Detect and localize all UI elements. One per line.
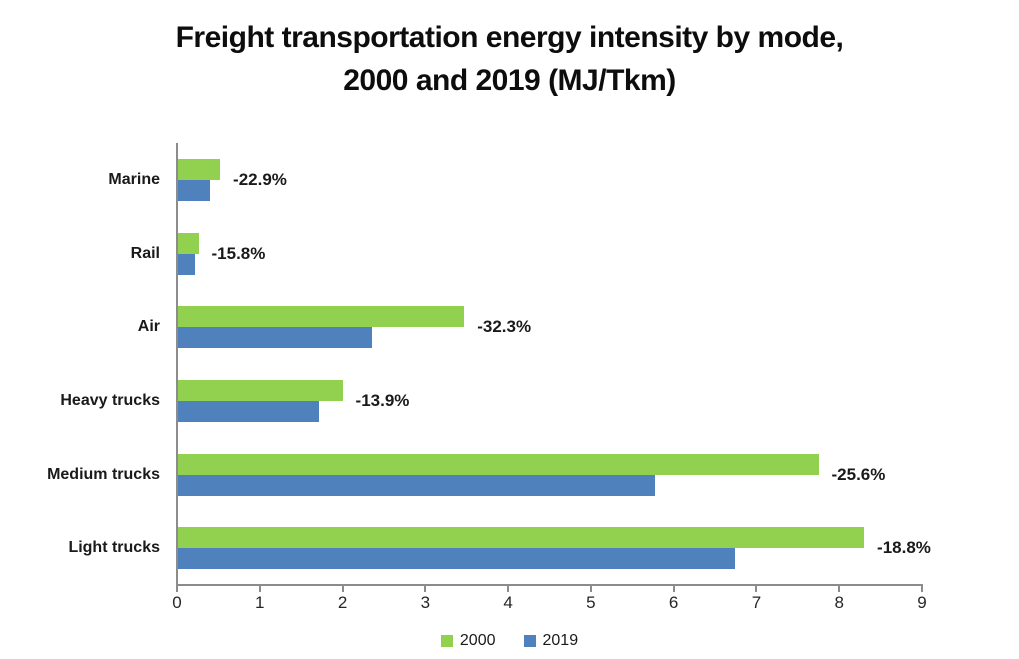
x-tick xyxy=(672,586,675,592)
bar-2000 xyxy=(177,527,865,549)
category-label: Heavy trucks xyxy=(60,391,160,409)
pct-change-label: -22.9% xyxy=(233,169,287,189)
x-tick-label: 1 xyxy=(255,593,265,612)
x-tick-label: 5 xyxy=(586,593,596,612)
chart-title: Freight transportation energy intensity … xyxy=(0,16,1019,102)
y-axis-line xyxy=(176,143,178,587)
bar-2000 xyxy=(177,158,221,180)
bar-2019 xyxy=(177,253,196,275)
pct-change-label: -15.8% xyxy=(211,243,266,263)
category-label: Rail xyxy=(130,244,160,262)
x-tick xyxy=(341,586,344,592)
x-tick-label: 4 xyxy=(503,593,513,612)
bar-2000 xyxy=(177,379,343,401)
category-label: Medium trucks xyxy=(47,465,160,483)
x-tick xyxy=(838,586,841,592)
legend-label: 2000 xyxy=(459,632,496,649)
x-tick-label: 7 xyxy=(751,593,762,612)
x-tick-label: 6 xyxy=(668,593,679,612)
bar-2019 xyxy=(177,474,655,496)
x-tick xyxy=(258,586,261,592)
legend-swatch-2019 xyxy=(523,635,536,647)
x-tick xyxy=(589,586,592,592)
legend-entry-2000: 2000 xyxy=(440,631,496,651)
legend-label: 2019 xyxy=(542,632,579,649)
x-tick xyxy=(755,586,758,592)
pct-change-label: -25.6% xyxy=(831,464,886,484)
x-axis-line xyxy=(176,584,923,586)
x-tick xyxy=(176,586,178,592)
x-tick xyxy=(921,586,923,592)
pct-change-label: -32.3% xyxy=(477,317,532,337)
category-label: Marine xyxy=(108,170,160,188)
x-tick-label: 8 xyxy=(834,593,844,612)
bar-2019 xyxy=(177,327,372,349)
x-tick-label: 2 xyxy=(337,593,348,612)
category-label: Air xyxy=(137,318,160,336)
chart-title-line-1: Freight transportation energy intensity … xyxy=(175,21,844,54)
pct-change-label: -18.8% xyxy=(877,538,931,558)
pct-change-label: -13.9% xyxy=(355,390,410,410)
bar-2000 xyxy=(177,232,199,254)
bar-2000 xyxy=(177,453,819,475)
legend: 2000 2019 xyxy=(0,631,1019,651)
bar-2019 xyxy=(177,179,211,201)
x-tick-label: 3 xyxy=(420,593,431,612)
legend-swatch-2000 xyxy=(440,635,453,647)
x-tick-label: 0 xyxy=(172,593,182,612)
legend-entry-2019: 2019 xyxy=(523,631,579,651)
x-tick xyxy=(507,586,510,592)
category-label: Light trucks xyxy=(68,539,160,557)
bar-2019 xyxy=(177,400,320,422)
x-tick xyxy=(424,586,427,592)
bar-2000 xyxy=(177,306,465,328)
bar-2019 xyxy=(177,548,735,570)
x-tick-label: 9 xyxy=(917,593,927,612)
chart-title-line-2: 2000 and 2019 (MJ/Tkm) xyxy=(343,64,676,97)
